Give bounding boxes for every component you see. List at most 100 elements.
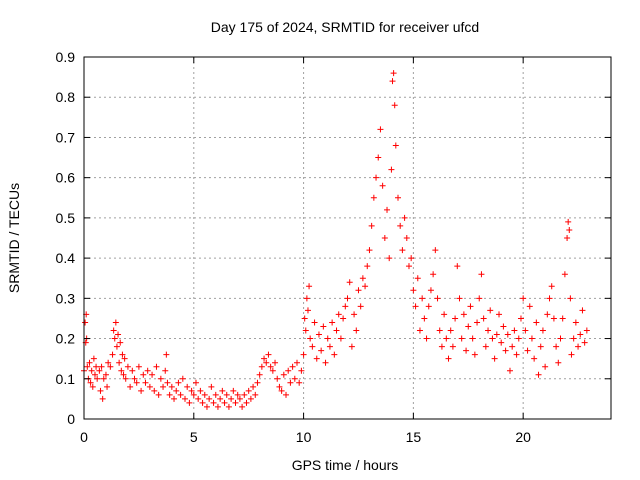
data-point bbox=[186, 399, 193, 406]
data-point bbox=[397, 222, 404, 229]
data-point bbox=[173, 387, 180, 394]
y-tick-label: 0.6 bbox=[56, 170, 76, 186]
data-point bbox=[87, 379, 94, 386]
data-point bbox=[104, 383, 111, 390]
data-point bbox=[287, 379, 294, 386]
data-point bbox=[179, 375, 186, 382]
data-point bbox=[364, 263, 371, 270]
data-point bbox=[122, 375, 129, 382]
data-point bbox=[82, 319, 89, 326]
data-point bbox=[430, 271, 437, 278]
data-point bbox=[100, 375, 107, 382]
data-point bbox=[232, 399, 239, 406]
data-point bbox=[247, 395, 254, 402]
data-point bbox=[115, 331, 122, 338]
data-point bbox=[335, 311, 342, 318]
data-point bbox=[283, 391, 290, 398]
data-point bbox=[526, 303, 533, 310]
data-point bbox=[555, 359, 562, 366]
data-point bbox=[256, 371, 263, 378]
data-point bbox=[210, 399, 217, 406]
data-point bbox=[280, 371, 287, 378]
y-tick-label: 0.4 bbox=[56, 250, 76, 266]
data-point bbox=[269, 367, 276, 374]
data-point bbox=[438, 343, 445, 350]
data-point bbox=[313, 355, 320, 362]
y-tick-label: 0 bbox=[67, 411, 75, 427]
data-point bbox=[449, 343, 456, 350]
data-point bbox=[559, 315, 566, 322]
data-point bbox=[333, 327, 340, 334]
chart-title: Day 175 of 2024, SRMTID for receiver ufc… bbox=[211, 19, 479, 35]
data-point bbox=[572, 319, 579, 326]
data-point bbox=[267, 363, 274, 370]
data-point bbox=[254, 379, 261, 386]
data-point bbox=[168, 383, 175, 390]
data-point bbox=[155, 391, 162, 398]
y-tick-label: 0.3 bbox=[56, 290, 76, 306]
data-points bbox=[81, 70, 590, 410]
data-point bbox=[577, 331, 584, 338]
data-point bbox=[410, 287, 417, 294]
data-point bbox=[285, 367, 292, 374]
data-point bbox=[113, 343, 120, 350]
data-point bbox=[120, 371, 127, 378]
data-point bbox=[419, 295, 426, 302]
data-point bbox=[539, 327, 546, 334]
data-point bbox=[195, 395, 202, 402]
data-point bbox=[199, 399, 206, 406]
data-point bbox=[458, 335, 465, 342]
data-point bbox=[465, 323, 472, 330]
data-point bbox=[570, 335, 577, 342]
data-point bbox=[485, 327, 492, 334]
data-point bbox=[300, 351, 307, 358]
data-point bbox=[445, 355, 452, 362]
data-point bbox=[432, 247, 439, 254]
data-point bbox=[234, 391, 241, 398]
data-point bbox=[315, 331, 322, 338]
y-tick-label: 0.8 bbox=[56, 89, 76, 105]
data-point bbox=[146, 383, 153, 390]
x-tick-label: 10 bbox=[296, 429, 312, 445]
data-point bbox=[162, 367, 169, 374]
data-point bbox=[225, 403, 232, 410]
data-point bbox=[561, 271, 568, 278]
x-tick-label: 5 bbox=[190, 429, 198, 445]
data-point bbox=[203, 403, 210, 410]
data-point bbox=[537, 343, 544, 350]
y-tick-label: 0.7 bbox=[56, 129, 76, 145]
data-point bbox=[524, 347, 531, 354]
data-point bbox=[463, 347, 470, 354]
data-point bbox=[581, 339, 588, 346]
data-point bbox=[228, 395, 235, 402]
data-point bbox=[478, 271, 485, 278]
data-point bbox=[157, 375, 164, 382]
data-point bbox=[441, 311, 448, 318]
data-point bbox=[340, 315, 347, 322]
data-point bbox=[243, 399, 250, 406]
data-point bbox=[565, 218, 572, 225]
data-point bbox=[425, 303, 432, 310]
data-point bbox=[127, 383, 134, 390]
data-point bbox=[511, 327, 518, 334]
data-point bbox=[548, 283, 555, 290]
data-point bbox=[293, 359, 300, 366]
y-axis-label: SRMTID / TECUs bbox=[6, 183, 22, 293]
data-point bbox=[379, 182, 386, 189]
data-point bbox=[476, 295, 483, 302]
data-point bbox=[144, 367, 151, 374]
data-point bbox=[166, 391, 173, 398]
data-point bbox=[93, 363, 100, 370]
data-point bbox=[184, 383, 191, 390]
data-point bbox=[301, 315, 308, 322]
data-point bbox=[320, 323, 327, 330]
data-point bbox=[583, 327, 590, 334]
data-point bbox=[460, 311, 467, 318]
x-tick-labels: 0 5 10 15 20 bbox=[80, 429, 531, 445]
data-point bbox=[368, 222, 375, 229]
data-point bbox=[214, 403, 221, 410]
data-point bbox=[118, 367, 125, 374]
data-point bbox=[493, 331, 500, 338]
data-point bbox=[337, 335, 344, 342]
data-point bbox=[278, 387, 285, 394]
